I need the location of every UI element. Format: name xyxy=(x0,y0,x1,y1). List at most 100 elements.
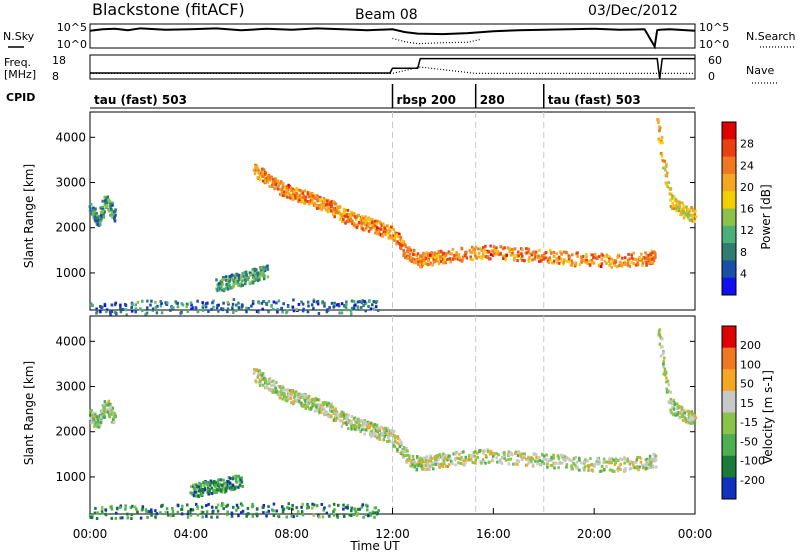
power-marks-cell-1-16-3-3 xyxy=(474,245,478,249)
power-marks-cell-3-4-5-0 xyxy=(316,302,320,306)
vel-marks-cell-1-10-8-3 xyxy=(389,433,393,437)
power-marks-cell-4-1-5-0 xyxy=(675,206,678,210)
vel-marks-cell-1-10-2-2 xyxy=(381,432,384,436)
vel-marks-cell-3-1-5-2 xyxy=(166,513,170,517)
power-marks-cell-1-5-0-2 xyxy=(318,206,321,210)
power-marks-cell-2-1-7-3 xyxy=(236,276,240,280)
power-marks-cell-1-23-1-0 xyxy=(644,251,647,255)
vel-marks-cell-1-21-2-1 xyxy=(597,462,601,466)
vel-marks-cell-4-0-1-3 xyxy=(659,335,663,339)
vel-marks-cell-1-8-3-1 xyxy=(357,427,360,431)
power-marks-cell-3-0-2-3 xyxy=(99,310,102,314)
vel-marks-cell-2-2-6-2 xyxy=(224,489,228,493)
vel-marks-cell-1-18-0-1 xyxy=(519,452,523,456)
power-marks-cell-0-2-3-3 xyxy=(109,202,112,206)
vel-marks-cell-1-6-8-3 xyxy=(339,412,343,416)
power-colorbar-swatch-2 xyxy=(722,156,736,175)
noise-panel: N.Sky 10^5 10^0 10^5 10^0 N.Search xyxy=(3,21,796,51)
vel-marks-cell-3-3-2-2 xyxy=(251,502,254,506)
power-marks-cell-1-13-8-1 xyxy=(427,259,430,263)
power-marks-cell-3-2-6-1 xyxy=(222,301,225,305)
vel-marks-cell-1-9-8-2 xyxy=(376,427,379,431)
vel-marks-cell-1-14-0-0 xyxy=(429,454,432,458)
power-marks-cell-1-15-7-1 xyxy=(461,258,464,262)
vel-marks-cell-1-19-3-3 xyxy=(550,455,553,459)
vel-colorbar-swatch-0 xyxy=(722,326,736,349)
vel-marks-cell-0-2-0-3 xyxy=(104,403,108,407)
cpid-segment-label-1: rbsp 200 xyxy=(397,93,456,107)
vel-marks-cell-2-3-9-2 xyxy=(240,480,244,484)
vel-marks-cell-4-1-2-1 xyxy=(670,411,674,415)
power-marks-cell-2-3-0-1 xyxy=(253,267,256,271)
x-tick-label-0: 00:00 xyxy=(73,527,108,541)
power-marks-cell-3-2-5-3 xyxy=(217,303,220,307)
vel-colorbar-tick-2: 50 xyxy=(740,378,754,391)
vel-marks-cell-3-2-9-2 xyxy=(237,514,240,518)
power-marks-cell-1-18-3-3 xyxy=(525,251,529,255)
power-marks-cell-4-2-7-1 xyxy=(691,209,694,213)
vel-marks-cell-1-13-3-0 xyxy=(420,464,423,468)
power-marks-cell-1-3-3-0 xyxy=(294,196,297,200)
power-marks-cell-1-20-0-3 xyxy=(567,260,570,264)
power-colorbar-swatch-7 xyxy=(722,243,736,261)
power-marks-group xyxy=(88,112,698,317)
power-marks-cell-4-2-9-1 xyxy=(694,215,698,219)
vel-marks-cell-1-15-1-0 xyxy=(446,465,449,469)
vel-marks-cell-3-5-9-3 xyxy=(377,509,381,513)
vel-marks-cell-1-23-4-2 xyxy=(648,454,652,458)
vel-marks-cell-2-0-4-2 xyxy=(195,487,198,491)
power-marks-cell-2-2-8-2 xyxy=(251,272,255,276)
vel-marks-cell-2-2-7-3 xyxy=(224,487,228,491)
power-marks-cell-2-1-2-2 xyxy=(230,286,234,290)
vel-marks-cell-0-1-7-0 xyxy=(101,404,105,408)
vel-marks-cell-1-22-4-3 xyxy=(630,466,633,470)
vel-marks-cell-2-0-7-2 xyxy=(199,485,203,489)
vel-marks-cell-3-3-5-3 xyxy=(267,505,270,509)
power-marks-cell-1-7-6-3 xyxy=(350,210,353,214)
vel-marks-cell-2-3-6-2 xyxy=(235,474,239,478)
power-marks-cell-1-17-8-1 xyxy=(513,247,517,251)
power-marks-cell-3-5-5-0 xyxy=(362,303,365,307)
power-marks-cell-3-1-8-3 xyxy=(181,303,185,307)
power-marks-cell-2-1-6-3 xyxy=(236,273,239,277)
power-marks-cell-1-3-9-2 xyxy=(301,191,305,195)
vel-marks-cell-3-5-9-2 xyxy=(376,510,379,514)
vel-colorbar-tick-6: -100 xyxy=(740,455,765,468)
vel-marks-cell-0-1-5-0 xyxy=(100,410,104,414)
vel-marks-cell-3-0-1-0 xyxy=(95,517,99,521)
power-marks-cell-4-0-7-3 xyxy=(665,173,669,177)
vel-marks-cell-1-13-4-0 xyxy=(421,460,425,464)
vel-marks-cell-1-19-6-0 xyxy=(557,457,561,461)
vel-marks-cell-1-10-6-0 xyxy=(387,436,390,440)
vel-marks-cell-2-2-3-2 xyxy=(219,489,223,493)
vel-marks-cell-3-2-6-0 xyxy=(222,507,225,511)
vel-marks-cell-3-5-3-1 xyxy=(352,512,356,516)
power-marks-cell-1-13-0-1 xyxy=(417,262,420,266)
vel-marks-cell-1-18-5-2 xyxy=(531,457,535,461)
vel-marks-cell-1-23-9-0 xyxy=(655,465,658,469)
vel-marks-cell-3-3-0-2 xyxy=(241,503,244,507)
vel-marks-cell-1-3-8-2 xyxy=(301,403,304,407)
power-marks-cell-3-1-7-2 xyxy=(174,300,178,304)
power-marks-cell-2-2-7-3 xyxy=(249,273,252,277)
vel-marks-cell-1-5-1-3 xyxy=(318,410,322,414)
power-marks-cell-1-5-4-2 xyxy=(320,208,323,212)
power-marks-cell-1-19-2-2 xyxy=(549,248,552,252)
power-marks-cell-1-19-3-3 xyxy=(549,251,553,255)
power-marks-cell-1-13-6-2 xyxy=(424,262,428,266)
vel-marks-cell-1-12-8-2 xyxy=(413,460,417,464)
vel-marks-cell-1-23-0-2 xyxy=(644,458,648,462)
power-marks-cell-1-7-8-3 xyxy=(352,221,356,225)
vel-marks-cell-1-21-9-3 xyxy=(617,466,620,470)
power-marks-cell-1-3-4-2 xyxy=(297,188,301,192)
vel-marks-cell-3-2-2-2 xyxy=(200,510,204,514)
power-marks-cell-2-3-3-1 xyxy=(257,271,260,275)
vel-marks-cell-1-21-0-1 xyxy=(595,460,598,464)
vel-marks-cell-1-14-7-2 xyxy=(438,465,441,469)
vel-marks-cell-1-22-1-3 xyxy=(622,468,626,472)
power-marks-cell-1-22-5-2 xyxy=(632,251,635,255)
vel-marks-cell-3-1-2-3 xyxy=(150,513,153,517)
vel-marks-cell-4-1-1-0 xyxy=(672,398,675,402)
vel-marks-cell-1-14-8-1 xyxy=(441,460,445,464)
vel-marks-cell-3-4-6-3 xyxy=(323,506,326,510)
